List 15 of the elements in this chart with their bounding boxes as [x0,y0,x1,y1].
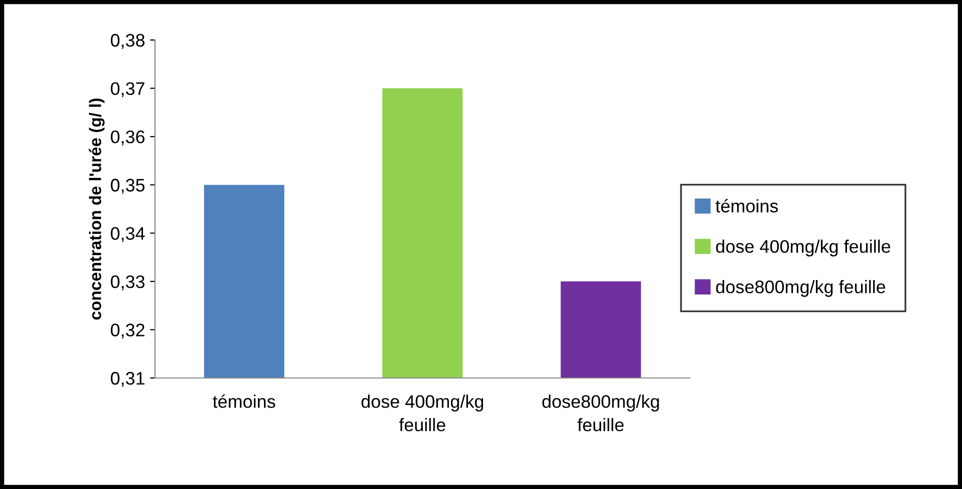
y-tick-label: 0,34 [110,227,145,242]
y-tick-label: 0,38 [110,34,144,49]
y-tick-label: 0,33 [110,275,144,290]
x-tick-label: dose800mg/kg feuille [542,394,659,432]
y-tick-label: 0,36 [110,130,144,146]
legend-label: dose800mg/kg feuille [716,280,886,297]
y-tick-label: 0,35 [110,178,145,194]
y-tick-label: 0,31 [110,372,144,387]
x-tick-label: dose 400mg/kg feuille [362,394,484,432]
y-tick-label: 0,32 [110,324,144,339]
y-tick-label: 0,37 [110,82,144,98]
legend-label: témoins [716,199,778,212]
legend-label: dose 400mg/kg feuille [716,240,890,256]
y-axis-title: concentration de l'urée (g/ l) [88,98,105,320]
x-tick-label: témoins [212,394,276,408]
